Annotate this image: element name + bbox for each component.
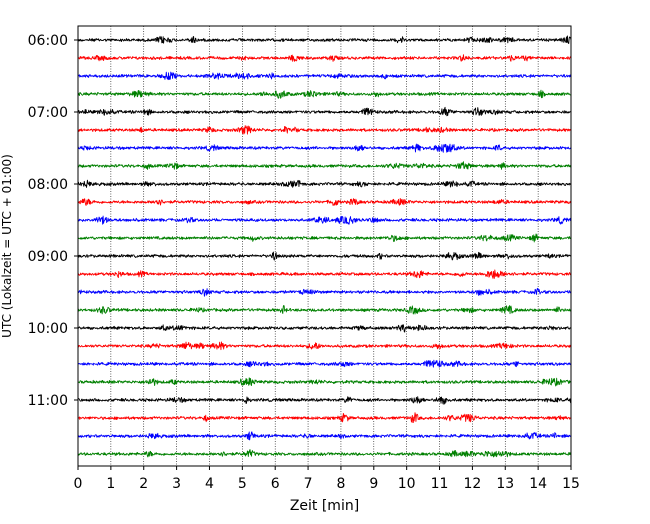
trace-10 bbox=[77, 215, 572, 225]
x-tick-label-15: 15 bbox=[562, 476, 580, 492]
trace-16 bbox=[77, 324, 572, 333]
trace-11 bbox=[77, 233, 572, 243]
x-tick-label-6: 6 bbox=[271, 476, 280, 492]
x-tick-label-14: 14 bbox=[529, 476, 547, 492]
trace-layer bbox=[77, 35, 572, 458]
x-tick-label-2: 2 bbox=[139, 476, 148, 492]
trace-17 bbox=[77, 341, 572, 351]
x-tick-label-4: 4 bbox=[205, 476, 214, 492]
x-tick-label-3: 3 bbox=[172, 476, 181, 492]
x-tick-label-12: 12 bbox=[463, 476, 481, 492]
y-tick-label-3: 09:00 bbox=[28, 249, 68, 265]
y-tick-label-5: 11:00 bbox=[28, 393, 68, 409]
trace-15 bbox=[77, 304, 572, 315]
trace-12 bbox=[77, 251, 572, 261]
trace-8 bbox=[77, 179, 572, 188]
trace-0 bbox=[77, 35, 572, 44]
y-tick-label-0: 06:00 bbox=[28, 33, 68, 49]
x-tick-label-0: 0 bbox=[74, 476, 83, 492]
trace-3 bbox=[77, 89, 572, 99]
x-tick-label-11: 11 bbox=[431, 476, 449, 492]
trace-2 bbox=[77, 71, 572, 81]
x-tick-label-5: 5 bbox=[238, 476, 247, 492]
trace-21 bbox=[77, 412, 572, 424]
trace-22 bbox=[77, 431, 572, 441]
trace-9 bbox=[77, 197, 572, 206]
grid-layer bbox=[110, 26, 539, 466]
trace-13 bbox=[77, 269, 572, 279]
trace-1 bbox=[77, 54, 572, 62]
x-tick-label-13: 13 bbox=[496, 476, 514, 492]
trace-14 bbox=[77, 287, 572, 297]
trace-20 bbox=[77, 396, 572, 405]
y-tick-label-4: 10:00 bbox=[28, 321, 68, 337]
plot-frame bbox=[77, 25, 572, 467]
trace-6 bbox=[77, 143, 572, 153]
y-axis-ticks: 06:00 07:00 08:00 09:00 10:00 11:00 bbox=[28, 33, 78, 409]
x-axis-label: Zeit [min] bbox=[290, 498, 359, 514]
x-tick-label-8: 8 bbox=[336, 476, 345, 492]
y-axis-label: UTC (Lokalzeit = UTC + 01:00) bbox=[0, 154, 14, 338]
y-tick-label-1: 07:00 bbox=[28, 105, 68, 121]
y-tick-label-2: 08:00 bbox=[28, 177, 68, 193]
trace-7 bbox=[77, 161, 572, 170]
trace-4 bbox=[77, 106, 572, 117]
x-axis-ticks: 0 1 2 3 4 5 6 7 8 9 10 11 12 13 14 15 bbox=[74, 466, 580, 492]
x-tick-label-1: 1 bbox=[106, 476, 115, 492]
x-tick-label-9: 9 bbox=[369, 476, 378, 492]
trace-5 bbox=[77, 125, 572, 135]
x-tick-label-10: 10 bbox=[398, 476, 416, 492]
trace-18 bbox=[77, 359, 572, 368]
x-tick-label-7: 7 bbox=[304, 476, 313, 492]
trace-23 bbox=[77, 449, 572, 458]
trace-19 bbox=[77, 377, 572, 387]
